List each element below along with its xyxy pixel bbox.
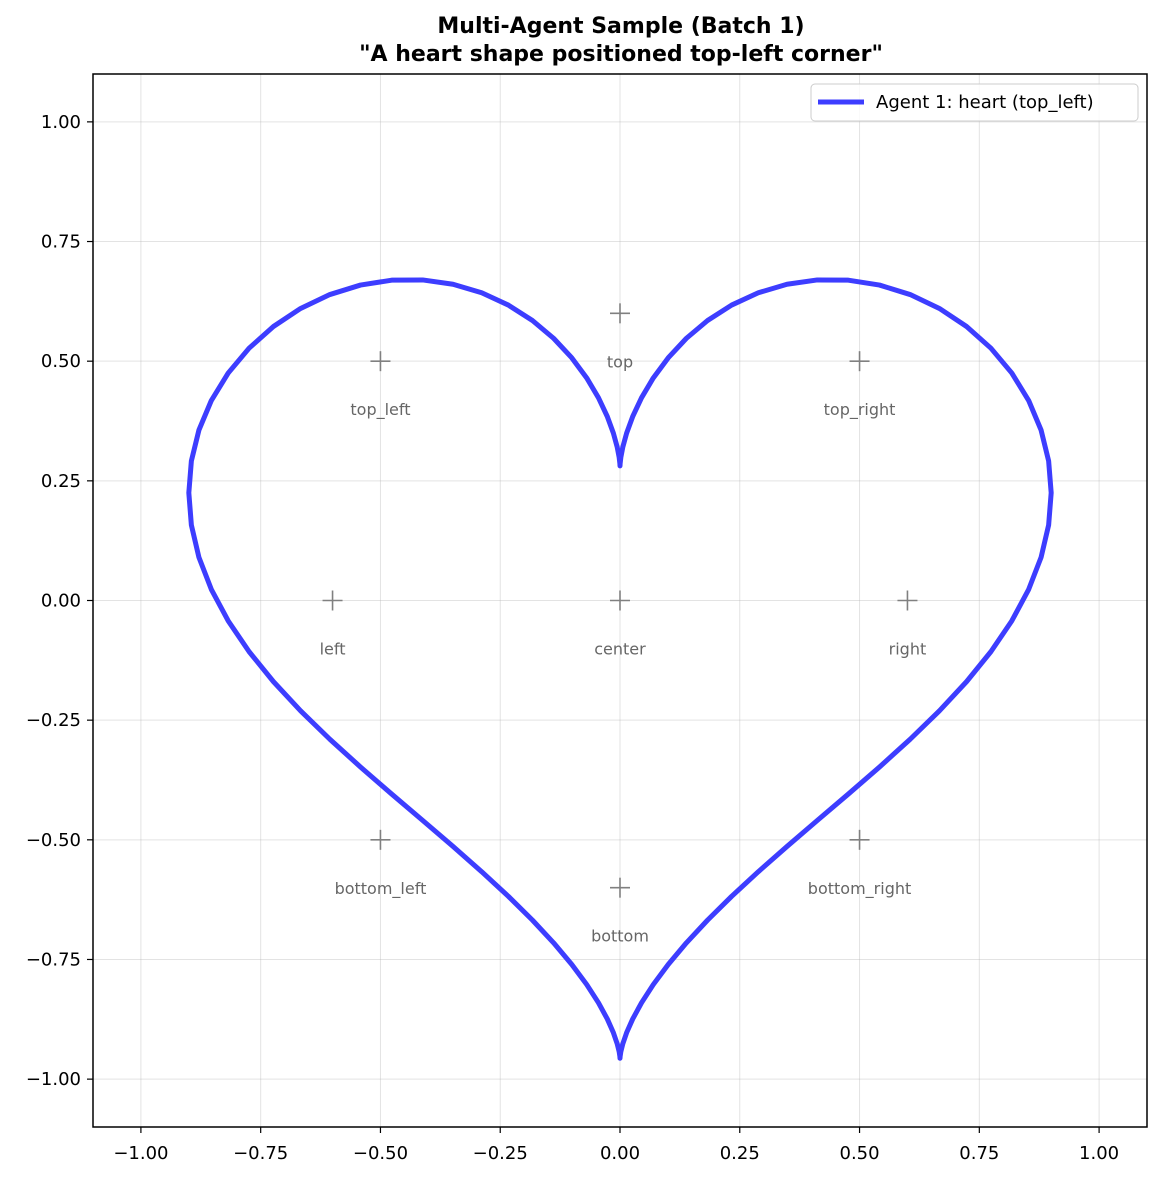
- y-tick-label: −0.50: [26, 830, 81, 851]
- y-tick-label: 0.25: [41, 471, 81, 492]
- anchor-bottom-right: bottom_right: [808, 829, 911, 899]
- anchor-top: top: [607, 303, 633, 371]
- anchor-bottom-left: bottom_left: [335, 829, 427, 899]
- y-tick-label: −0.75: [26, 949, 81, 970]
- x-tick-label: −1.00: [113, 1143, 168, 1164]
- chart-title-line2: "A heart shape positioned top-left corne…: [359, 42, 883, 67]
- y-tick-label: −1.00: [26, 1069, 81, 1090]
- x-tick-label: 1.00: [1079, 1143, 1119, 1164]
- x-tick-label: 0.50: [840, 1143, 880, 1164]
- y-tick-label: 0.00: [41, 591, 81, 612]
- x-tick-label: 0.00: [600, 1143, 640, 1164]
- x-tick-label: −0.75: [233, 1143, 288, 1164]
- anchor-label: top: [607, 352, 633, 371]
- anchor-center: center: [594, 590, 646, 659]
- legend-label: Agent 1: heart (top_left): [876, 92, 1094, 113]
- y-tick-label: 0.50: [41, 351, 81, 372]
- series-line-0: [186, 277, 1054, 1061]
- anchor-left: left: [320, 590, 346, 659]
- y-tick-label: −0.25: [26, 710, 81, 731]
- legend-box: [810, 83, 1139, 122]
- anchor-top-right: top_right: [824, 351, 896, 420]
- anchor-label: bottom_left: [335, 879, 427, 899]
- anchor-label: center: [594, 640, 646, 659]
- anchor-right: right: [889, 590, 927, 659]
- legend: Agent 1: heart (top_left): [810, 83, 1139, 122]
- anchor-bottom: bottom: [591, 877, 649, 946]
- anchor-top-left: top_left: [350, 351, 411, 420]
- y-tick-label: 1.00: [41, 112, 81, 133]
- anchor-label: right: [889, 640, 927, 659]
- anchor-label: top_right: [824, 400, 896, 420]
- x-tick-label: −0.25: [473, 1143, 528, 1164]
- y-tick-label: 0.75: [41, 232, 81, 253]
- anchor-label: bottom: [591, 927, 649, 946]
- x-tick-label: 0.75: [959, 1143, 999, 1164]
- series-layer: [186, 277, 1054, 1061]
- anchor-label: left: [320, 640, 346, 659]
- chart-title-line1: Multi-Agent Sample (Batch 1): [437, 14, 804, 39]
- anchor-label: top_left: [350, 400, 410, 420]
- x-tick-label: −0.50: [353, 1143, 408, 1164]
- tick-layer: −1.00 −0.75 −0.50 −0.25 0.00 0.25 0.50 0.75 1.00…: [26, 112, 1119, 1164]
- x-tick-label: 0.25: [720, 1143, 760, 1164]
- anchor-label: bottom_right: [808, 879, 911, 899]
